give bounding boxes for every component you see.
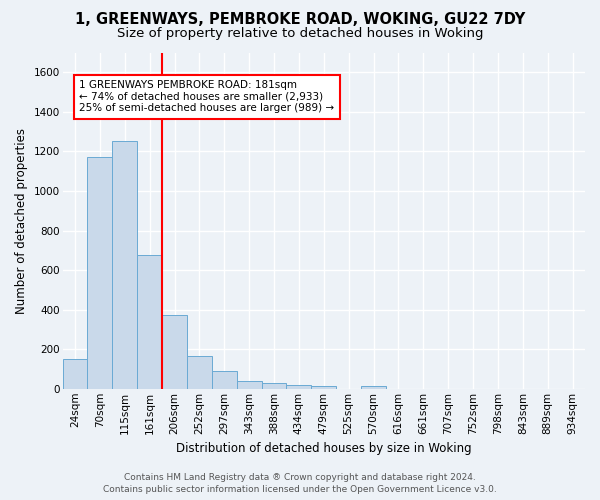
- Text: Size of property relative to detached houses in Woking: Size of property relative to detached ho…: [117, 28, 483, 40]
- Bar: [212, 371, 237, 389]
- Y-axis label: Number of detached properties: Number of detached properties: [15, 128, 28, 314]
- Bar: [112, 140, 137, 389]
- Bar: [187, 356, 212, 389]
- Bar: [88, 158, 112, 389]
- Text: 1, GREENWAYS, PEMBROKE ROAD, WOKING, GU22 7DY: 1, GREENWAYS, PEMBROKE ROAD, WOKING, GU2…: [75, 12, 525, 28]
- Text: Contains HM Land Registry data ® Crown copyright and database right 2024.
Contai: Contains HM Land Registry data ® Crown c…: [103, 472, 497, 494]
- Bar: [286, 385, 311, 389]
- Bar: [137, 255, 162, 389]
- X-axis label: Distribution of detached houses by size in Woking: Distribution of detached houses by size …: [176, 442, 472, 455]
- Bar: [162, 314, 187, 389]
- Bar: [262, 383, 286, 389]
- Bar: [237, 381, 262, 389]
- Bar: [361, 386, 386, 389]
- Bar: [62, 359, 88, 389]
- Text: 1 GREENWAYS PEMBROKE ROAD: 181sqm
← 74% of detached houses are smaller (2,933)
2: 1 GREENWAYS PEMBROKE ROAD: 181sqm ← 74% …: [79, 80, 335, 114]
- Bar: [311, 386, 336, 389]
